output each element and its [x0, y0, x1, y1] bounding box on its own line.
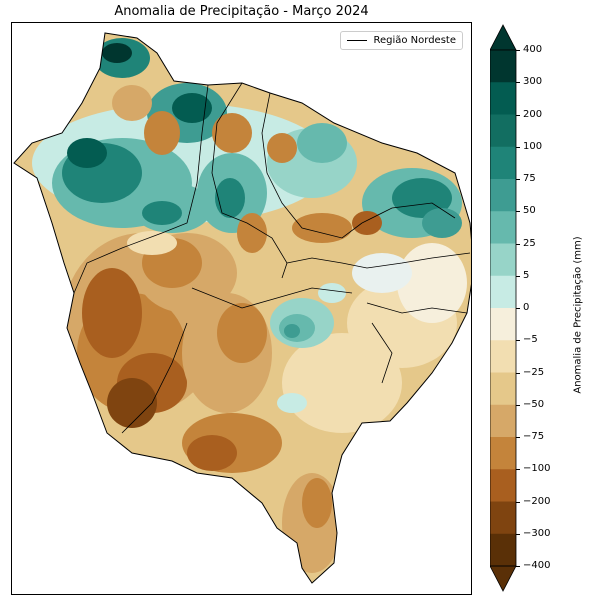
colorbar-segment [490, 404, 516, 438]
colorbar-tick-mark [516, 243, 520, 245]
colorbar-tick-label: −75 [523, 431, 545, 442]
colorbar-tick-mark [516, 533, 520, 535]
precipitation-map [13, 32, 471, 584]
colorbar-tick-mark [516, 50, 520, 51]
colorbar-segment [490, 340, 516, 373]
colorbar-segment [490, 146, 516, 180]
colorbar-tick-mark [516, 469, 520, 471]
colorbar-tick-mark [516, 566, 520, 567]
legend-line-swatch [347, 40, 368, 41]
colorbar-tick-mark [516, 179, 520, 180]
colorbar-segment [490, 82, 516, 115]
colorbar-segment [490, 211, 516, 244]
colorbar-bottom-arrow [490, 565, 517, 592]
colorbar-segment [490, 50, 516, 83]
colorbar-tick-label: −400 [523, 560, 551, 571]
colorbar-tick-mark [516, 211, 520, 213]
colorbar-segment [490, 501, 516, 535]
colorbar-tick-label: 75 [523, 173, 536, 184]
colorbar-tick-mark [516, 308, 520, 309]
region-boundary [13, 32, 471, 584]
colorbar-tick-mark [516, 275, 520, 277]
colorbar-top-arrow [490, 24, 517, 51]
colorbar-segment [490, 275, 516, 309]
colorbar-segment [490, 179, 516, 212]
colorbar-tick-label: −100 [523, 463, 551, 475]
colorbar-tick-mark [516, 114, 520, 116]
colorbar-segment [490, 437, 516, 470]
colorbar-tick-label: 200 [523, 108, 543, 120]
colorbar-tick-mark [516, 501, 520, 503]
colorbar-tick-label: 100 [523, 140, 543, 152]
colorbar-tick-mark [516, 82, 520, 84]
colorbar [490, 24, 517, 592]
colorbar-tick-label: −5 [523, 334, 538, 346]
colorbar-tick-label: 0 [523, 302, 530, 313]
colorbar-label: Anomalia de Precipitação (mm) [572, 236, 584, 394]
colorbar-tick-label: −25 [523, 366, 545, 378]
map-legend: Região Nordeste [340, 31, 463, 50]
colorbar-tick-mark [516, 146, 520, 148]
colorbar-tick-label: −50 [523, 398, 545, 410]
colorbar-tick-label: 25 [523, 237, 536, 249]
colorbar-segment [490, 114, 516, 148]
colorbar-tick-mark [516, 437, 520, 438]
colorbar-tick-label: 300 [523, 76, 543, 88]
colorbar-segment [490, 469, 516, 502]
colorbar-tick-label: 5 [523, 269, 530, 281]
colorbar-tick-label: 400 [523, 44, 543, 55]
colorbar-tick-mark [516, 372, 520, 374]
map-title: Anomalia de Precipitação - Março 2024 [114, 4, 369, 19]
colorbar-tick-mark [516, 340, 520, 342]
colorbar-tick-label: 50 [523, 205, 536, 217]
colorbar-tick-label: −200 [523, 495, 551, 507]
legend-label: Região Nordeste [373, 35, 456, 46]
colorbar-tick-label: −300 [523, 527, 551, 539]
colorbar-segment [490, 243, 516, 277]
colorbar-segment [490, 372, 516, 406]
colorbar-segment [490, 533, 516, 567]
state-borders [73, 82, 471, 434]
map-frame: Região Nordeste [11, 22, 472, 595]
colorbar-segment [490, 308, 516, 341]
colorbar-tick-mark [516, 404, 520, 406]
